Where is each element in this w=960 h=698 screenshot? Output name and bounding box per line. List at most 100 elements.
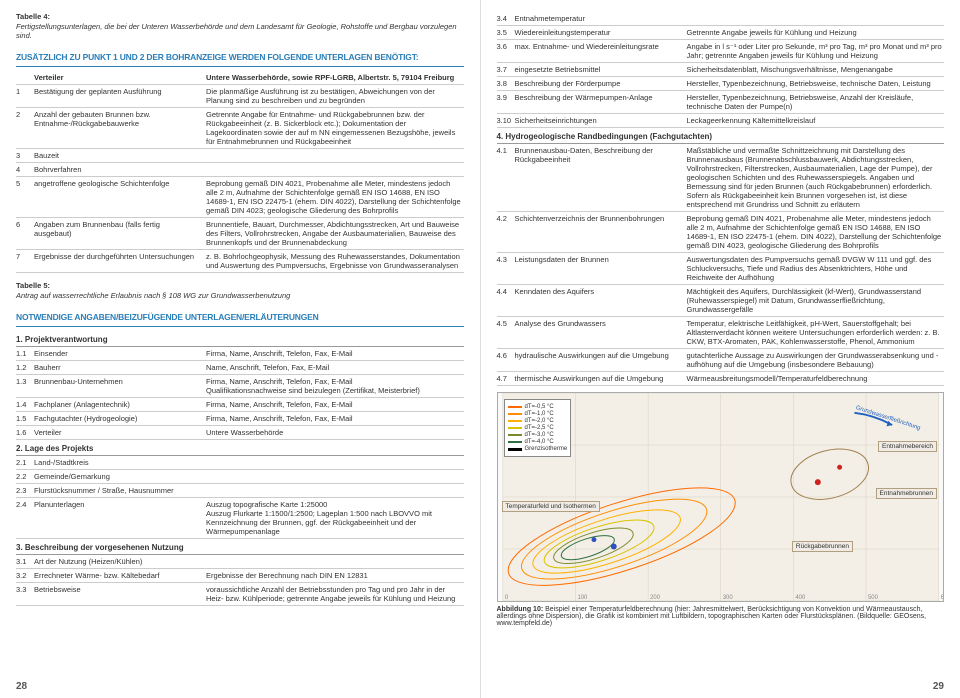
row-num: 1.4 bbox=[16, 400, 34, 409]
legend-item: dT=-4,0 °C bbox=[508, 439, 568, 445]
table-row: 3.3Betriebsweisevoraussichtliche Anzahl … bbox=[16, 583, 464, 606]
row-label: Anzahl der gebauten Brunnen bzw. Entnahm… bbox=[34, 110, 204, 128]
table4-sub: Fertigstellungsunterlagen, die bei der U… bbox=[16, 22, 464, 40]
zus-header: ZUSÄTZLICH ZU PUNKT 1 UND 2 DER BOHRANZE… bbox=[16, 48, 464, 67]
table-row: 4.5Analyse des GrundwassersTemperatur, e… bbox=[497, 317, 945, 349]
row-value: Name, Anschrift, Telefon, Fax, E-Mail bbox=[204, 363, 464, 372]
figure-caption: Abbildung 10: Beispiel einer Temperaturf… bbox=[497, 606, 945, 627]
row-label: Bauzeit bbox=[34, 151, 204, 160]
row-label: Betriebsweise bbox=[34, 585, 204, 594]
row-value: Firma, Name, Anschrift, Telefon, Fax, E-… bbox=[204, 349, 464, 358]
row-label: Beschreibung der Förderpumpe bbox=[515, 79, 685, 88]
verteiler-row: Verteiler Untere Wasserbehörde, sowie RP… bbox=[16, 71, 464, 85]
row-label: Fachplaner (Anlagentechnik) bbox=[34, 400, 204, 409]
s3-header: 3. Beschreibung der vorgesehenen Nutzung bbox=[16, 539, 464, 555]
legend-swatch bbox=[508, 427, 522, 429]
verteiler-label: Verteiler bbox=[34, 73, 204, 82]
table-row: 2Anzahl der gebauten Brunnen bzw. Entnah… bbox=[16, 108, 464, 149]
row-num: 2.4 bbox=[16, 500, 34, 509]
row-label: Sicherheitseinrichtungen bbox=[515, 116, 685, 125]
table-row: 4.6hydraulische Auswirkungen auf die Umg… bbox=[497, 349, 945, 372]
row-label: angetroffene geologische Schichtenfolge bbox=[34, 179, 204, 188]
row-label: Einsender bbox=[34, 349, 204, 358]
table-row: 2.3Flurstücksnummer / Straße, Hausnummer bbox=[16, 484, 464, 498]
row-value: Auswertungsdaten des Pumpversuchs gemäß … bbox=[685, 255, 945, 282]
row-num: 3 bbox=[16, 151, 34, 160]
svg-text:600: 600 bbox=[940, 595, 943, 601]
row-value: Brunnentiefe, Bauart, Durchmesser, Abdic… bbox=[204, 220, 464, 247]
legend-text: dT=-3,0 °C bbox=[525, 432, 554, 438]
table-row: 1Bestätigung der geplanten AusführungDie… bbox=[16, 85, 464, 108]
row-value: Leckageerkennung Kältemittelkreislauf bbox=[685, 116, 945, 125]
row-num: 3.6 bbox=[497, 42, 515, 51]
table-row: 4.1Brunnenausbau-Daten, Beschreibung der… bbox=[497, 144, 945, 212]
legend-text: dT=-0,5 °C bbox=[525, 404, 554, 410]
row-value: Hersteller, Typenbezeichnung, Betriebswe… bbox=[685, 79, 945, 88]
table-row: 6Angaben zum Brunnenbau (falls fertig au… bbox=[16, 218, 464, 250]
row-num: 4 bbox=[16, 165, 34, 174]
s2-header: 2. Lage des Projekts bbox=[16, 440, 464, 456]
row-value: Untere Wasserbehörde bbox=[204, 428, 464, 437]
row-num: 3.4 bbox=[497, 14, 515, 23]
row-label: Flurstücksnummer / Straße, Hausnummer bbox=[34, 486, 204, 495]
row-num: 4.5 bbox=[497, 319, 515, 328]
row-num: 1.5 bbox=[16, 414, 34, 423]
table-row: 3.4Entnahmetemperatur bbox=[497, 12, 945, 26]
row-label: eingesetzte Betriebsmittel bbox=[515, 65, 685, 74]
row-label: Art der Nutzung (Heizen/Kühlen) bbox=[34, 557, 204, 566]
row-num: 1.3 bbox=[16, 377, 34, 386]
row-num: 3.5 bbox=[497, 28, 515, 37]
row-label: Planunterlagen bbox=[34, 500, 204, 509]
row-value: Wärmeausbreitungsmodell/Temperaturfeldbe… bbox=[685, 374, 945, 383]
left-page: Tabelle 4: Fertigstellungsunterlagen, di… bbox=[0, 0, 481, 698]
row-num: 4.1 bbox=[497, 146, 515, 155]
s4-header: 4. Hydrogeologische Randbedingungen (Fac… bbox=[497, 128, 945, 144]
row-num: 4.6 bbox=[497, 351, 515, 360]
callout-entnahmebrunnen: Entnahmebrunnen bbox=[876, 488, 938, 499]
row-num: 2.1 bbox=[16, 458, 34, 467]
table-row: 1.2BauherrName, Anschrift, Telefon, Fax,… bbox=[16, 361, 464, 375]
figure-10: 0100200300400500600 bbox=[497, 392, 945, 602]
callout-tempfeld: Temperaturfeld und Isothermen bbox=[502, 501, 600, 512]
verteiler-value: Untere Wasserbehörde, sowie RPF-LGRB, Al… bbox=[204, 73, 464, 82]
table-row: 3.10SicherheitseinrichtungenLeckageerken… bbox=[497, 114, 945, 128]
row-value: voraussichtliche Anzahl der Betriebsstun… bbox=[204, 585, 464, 603]
row-label: Brunnenausbau-Daten, Beschreibung der Rü… bbox=[515, 146, 685, 164]
row-value: Hersteller, Typenbezeichnung, Betriebswe… bbox=[685, 93, 945, 111]
row-value: Auszug topografische Karte 1:25000 Auszu… bbox=[204, 500, 464, 536]
row-value: Firma, Name, Anschrift, Telefon, Fax, E-… bbox=[204, 377, 464, 395]
row-label: Land-/Stadtkreis bbox=[34, 458, 204, 467]
row-num: 3.9 bbox=[497, 93, 515, 102]
s1-header: 1. Projektverantwortung bbox=[16, 331, 464, 347]
svg-text:500: 500 bbox=[868, 595, 879, 601]
row-num: 6 bbox=[16, 220, 34, 229]
legend: dT=-0,5 °CdT=-1,0 °CdT=-2,0 °CdT=-2,5 °C… bbox=[504, 399, 572, 457]
row-label: Fachgutachter (Hydrogeologie) bbox=[34, 414, 204, 423]
row-value: Beprobung gemäß DIN 4021, Probenahme all… bbox=[685, 214, 945, 250]
legend-item: dT=-3,0 °C bbox=[508, 432, 568, 438]
row-num: 7 bbox=[16, 252, 34, 261]
legend-swatch bbox=[508, 441, 522, 443]
row-label: Entnahmetemperatur bbox=[515, 14, 685, 23]
table-row: 4.2Schichtenverzeichnis der Brunnenbohru… bbox=[497, 212, 945, 253]
row-label: Brunnenbau-Unternehmen bbox=[34, 377, 204, 386]
row-label: Ergebnisse der durchgeführten Untersuchu… bbox=[34, 252, 204, 261]
table-row: 3Bauzeit bbox=[16, 149, 464, 163]
svg-text:200: 200 bbox=[650, 595, 661, 601]
row-label: Kenndaten des Aquifers bbox=[515, 287, 685, 296]
legend-item: dT=-2,0 °C bbox=[508, 418, 568, 424]
row-value: Ergebnisse der Berechnung nach DIN EN 12… bbox=[204, 571, 464, 580]
callout-rueckgabebrunnen: Rückgabebrunnen bbox=[792, 541, 853, 552]
row-label: hydraulische Auswirkungen auf die Umgebu… bbox=[515, 351, 685, 360]
row-value: Temperatur, elektrische Leitfähigkeit, p… bbox=[685, 319, 945, 346]
row-value: Beprobung gemäß DIN 4021, Probenahme all… bbox=[204, 179, 464, 215]
row-num: 1.2 bbox=[16, 363, 34, 372]
row-label: Beschreibung der Wärmepumpen-Anlage bbox=[515, 93, 685, 102]
row-num: 4.4 bbox=[497, 287, 515, 296]
row-label: Verteiler bbox=[34, 428, 204, 437]
row-label: thermische Auswirkungen auf die Umgebung bbox=[515, 374, 685, 383]
row-num: 4.7 bbox=[497, 374, 515, 383]
legend-text: dT=-1,0 °C bbox=[525, 411, 554, 417]
row-num: 3.3 bbox=[16, 585, 34, 594]
row-value: Getrennte Angabe jeweils für Kühlung und… bbox=[685, 28, 945, 37]
